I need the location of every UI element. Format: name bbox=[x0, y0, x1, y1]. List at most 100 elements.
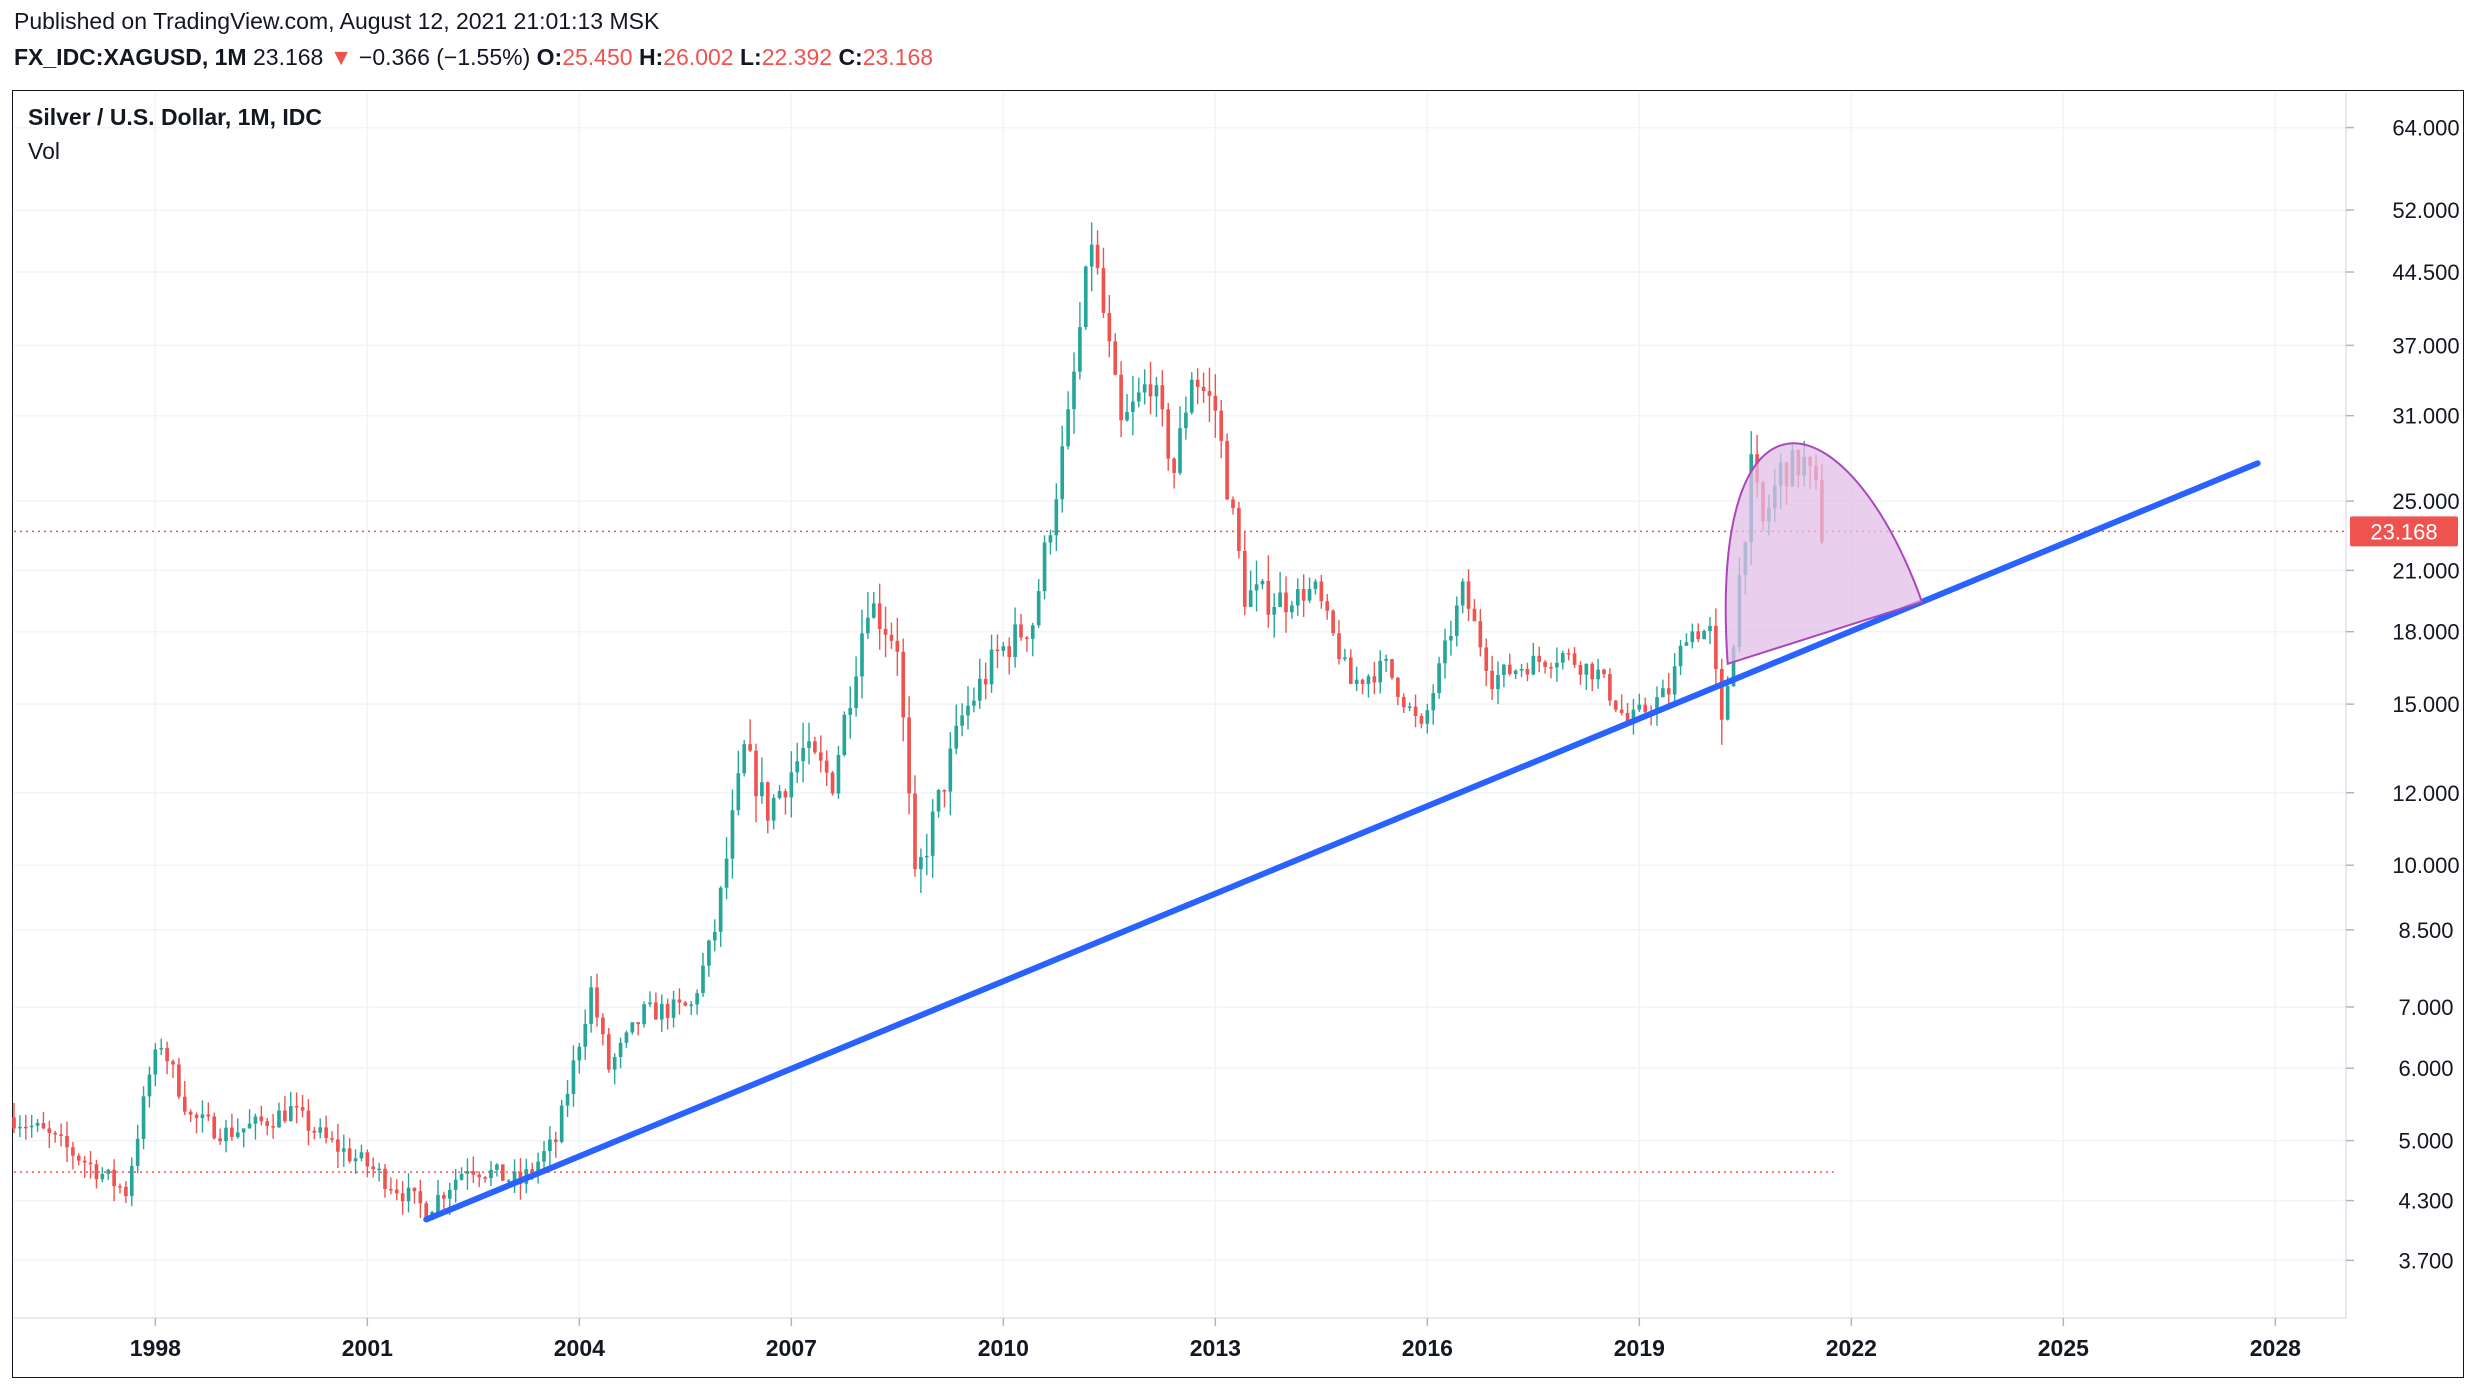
price-tick-label: 44.500 bbox=[2392, 260, 2459, 285]
candle-body bbox=[1113, 341, 1118, 375]
candle-body bbox=[830, 772, 835, 794]
candle-body bbox=[165, 1047, 169, 1062]
candle-body bbox=[966, 705, 970, 716]
candle-body bbox=[1189, 379, 1194, 413]
candle-body bbox=[1307, 588, 1312, 601]
candle-body bbox=[330, 1138, 334, 1140]
candle-body bbox=[218, 1138, 222, 1142]
candle-body bbox=[1449, 635, 1453, 641]
candle-body bbox=[412, 1187, 417, 1192]
candle-body bbox=[1231, 499, 1235, 508]
candle-body bbox=[500, 1164, 505, 1181]
candle-body bbox=[1502, 664, 1506, 676]
candle-body bbox=[1401, 696, 1406, 708]
price-axis[interactable]: 64.000 52.000 44.500 37.000 31.000 25.000 21.0… bbox=[2345, 92, 2460, 1318]
candle-body bbox=[406, 1187, 411, 1202]
candle-body bbox=[801, 747, 805, 762]
candle-body bbox=[347, 1148, 352, 1162]
candle-body bbox=[59, 1134, 63, 1136]
candle-body bbox=[919, 857, 923, 870]
candle-body bbox=[82, 1160, 87, 1163]
candle-body bbox=[1531, 655, 1536, 675]
candle-body bbox=[235, 1132, 240, 1137]
candle-body bbox=[1513, 670, 1518, 675]
candle-body bbox=[1148, 384, 1153, 397]
candle-body bbox=[1466, 581, 1471, 609]
support-trendline[interactable] bbox=[423, 460, 2261, 1223]
candle-body bbox=[1242, 550, 1247, 607]
candle-body bbox=[124, 1186, 128, 1197]
candle-body bbox=[1154, 385, 1159, 397]
price-tick-label: 52.000 bbox=[2392, 198, 2459, 223]
candle-body bbox=[701, 965, 705, 994]
time-axis[interactable]: 1998 2001 2004 2007 2010 2013 2016 2019 2022 2025… bbox=[14, 1317, 2346, 1361]
close-value: 23.168 bbox=[862, 44, 934, 70]
candle-body bbox=[612, 1057, 617, 1070]
candle-body bbox=[1337, 633, 1341, 660]
candle-body bbox=[1702, 631, 1706, 640]
candle-body bbox=[901, 651, 906, 718]
drawings[interactable] bbox=[423, 442, 2261, 1223]
candle-body bbox=[353, 1158, 358, 1162]
time-tick-label: 2007 bbox=[766, 1335, 817, 1361]
symbol-info-line: FX_IDC:XAGUSD, 1M 23.168 ▼ −0.366 (−1.55… bbox=[14, 44, 933, 71]
candle-body bbox=[1431, 693, 1436, 711]
candle-body bbox=[306, 1110, 311, 1131]
chart-frame[interactable] bbox=[12, 90, 2464, 1378]
candle-body bbox=[1684, 642, 1689, 646]
candle-body bbox=[100, 1173, 105, 1180]
candle-body bbox=[895, 640, 900, 652]
candle-body bbox=[571, 1060, 576, 1094]
candle-body bbox=[1019, 624, 1023, 638]
candle-body bbox=[742, 744, 747, 774]
candle-body bbox=[188, 1111, 193, 1115]
candle-body bbox=[1655, 697, 1659, 713]
candle-body bbox=[265, 1121, 270, 1127]
candle-body bbox=[1537, 655, 1542, 662]
price-tick-label: 31.000 bbox=[2392, 404, 2459, 429]
candle-body bbox=[542, 1151, 546, 1162]
candle-body bbox=[1396, 677, 1400, 697]
candle-body bbox=[1419, 716, 1424, 724]
candle-body bbox=[624, 1032, 629, 1043]
candle-body bbox=[394, 1189, 399, 1194]
price-tick-label: 4.300 bbox=[2398, 1189, 2453, 1214]
candle-body bbox=[948, 748, 953, 792]
candle-body bbox=[1507, 664, 1512, 675]
candle-body bbox=[76, 1155, 81, 1161]
candle-body bbox=[1590, 663, 1595, 680]
candle-body bbox=[118, 1186, 122, 1188]
candle-body bbox=[860, 633, 864, 677]
candle-body bbox=[1390, 658, 1394, 678]
price-tick-label: 37.000 bbox=[2392, 333, 2459, 358]
candle-body bbox=[536, 1161, 540, 1172]
candle-body bbox=[418, 1191, 423, 1204]
candle-body bbox=[1290, 605, 1294, 613]
candle-body bbox=[1560, 653, 1565, 663]
candle-body bbox=[182, 1096, 187, 1112]
candle-body bbox=[854, 676, 858, 709]
symbol-name[interactable]: FX_IDC:XAGUSD, 1M bbox=[14, 44, 247, 70]
candle-body bbox=[483, 1177, 487, 1179]
candle-body bbox=[1625, 712, 1630, 723]
candle-body bbox=[1072, 371, 1076, 410]
candle-body bbox=[630, 1022, 635, 1033]
candle-body bbox=[447, 1189, 452, 1199]
legend-volume[interactable]: Vol bbox=[28, 138, 60, 164]
candle-body bbox=[1407, 706, 1412, 708]
candle-body bbox=[1213, 395, 1218, 411]
candle-body bbox=[1313, 581, 1318, 589]
price-tick-label: 12.000 bbox=[2392, 781, 2459, 806]
price-tick-label: 7.000 bbox=[2398, 995, 2453, 1020]
candle-body bbox=[41, 1122, 46, 1129]
candle-body bbox=[65, 1135, 69, 1148]
candle-body bbox=[230, 1127, 234, 1137]
candle-body bbox=[1172, 458, 1176, 473]
candle-body bbox=[548, 1139, 552, 1152]
candle-body bbox=[889, 634, 894, 641]
candle-body bbox=[707, 940, 711, 966]
arc-drawing[interactable] bbox=[1724, 442, 1924, 666]
time-tick-label: 2028 bbox=[2250, 1335, 2301, 1361]
candle-body bbox=[141, 1096, 146, 1139]
